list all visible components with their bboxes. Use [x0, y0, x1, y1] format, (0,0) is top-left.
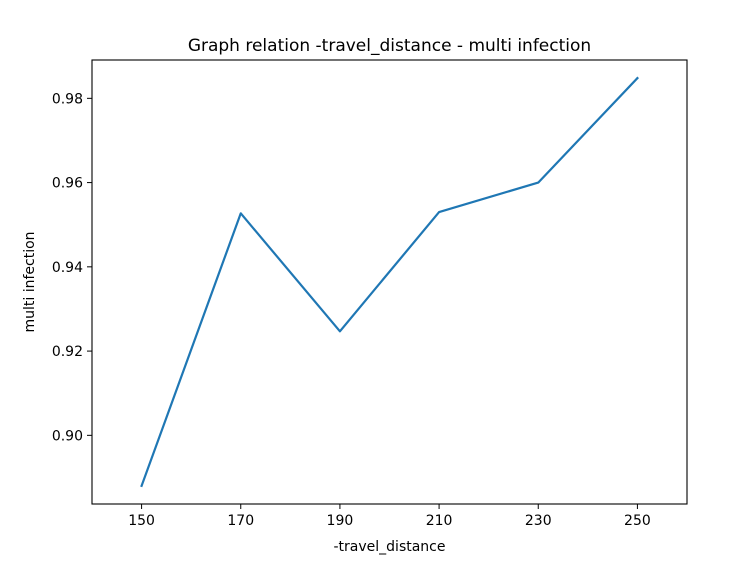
- y-tick-label: 0.90: [52, 428, 83, 444]
- x-axis: 150 170 190 210 230 250: [128, 504, 651, 529]
- x-tick-label: 170: [227, 513, 254, 529]
- x-tick-label: 230: [525, 513, 552, 529]
- series-layer: [140, 76, 639, 488]
- x-tick-label: 190: [327, 513, 354, 529]
- x-axis-label: -travel_distance: [334, 539, 446, 555]
- series-line-0: [140, 76, 639, 488]
- y-axis: 0.90 0.92 0.94 0.96 0.98: [52, 91, 92, 444]
- x-tick-label: 250: [624, 513, 651, 529]
- y-tick-label: 0.92: [52, 344, 83, 360]
- y-tick-label: 0.94: [52, 260, 83, 276]
- chart-title: Graph relation -travel_distance - multi …: [188, 36, 591, 56]
- plot-area: [91, 59, 688, 505]
- y-axis-label: multi infection: [22, 231, 38, 332]
- x-tick-label: 150: [128, 513, 155, 529]
- y-tick-label: 0.98: [52, 91, 83, 107]
- x-tick-label: 210: [426, 513, 453, 529]
- y-tick-label: 0.96: [52, 176, 83, 192]
